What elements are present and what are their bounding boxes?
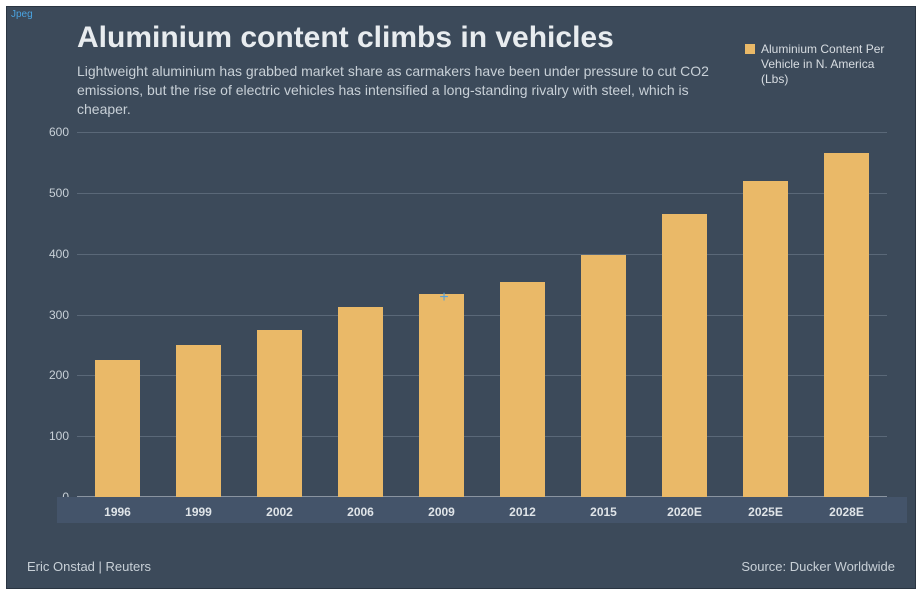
x-tick-label: 2020E bbox=[644, 497, 725, 525]
bar-slot bbox=[644, 132, 725, 497]
legend-swatch bbox=[745, 44, 755, 54]
bar bbox=[257, 330, 302, 497]
plot-area: 0100200300400500600 bbox=[77, 132, 887, 497]
bars-container bbox=[77, 132, 887, 497]
bar bbox=[419, 294, 464, 497]
chart-subtitle: Lightweight aluminium has grabbed market… bbox=[77, 62, 717, 119]
bar bbox=[338, 307, 383, 497]
outer-frame: Jpeg Aluminium content climbs in vehicle… bbox=[0, 0, 922, 595]
bar-slot bbox=[77, 132, 158, 497]
y-tick-label: 100 bbox=[49, 429, 69, 443]
chart-panel: Jpeg Aluminium content climbs in vehicle… bbox=[6, 6, 916, 589]
legend-label: Aluminium Content Per Vehicle in N. Amer… bbox=[761, 42, 895, 87]
bar-slot bbox=[482, 132, 563, 497]
format-tag: Jpeg bbox=[11, 9, 33, 20]
x-tick-label: 2025E bbox=[725, 497, 806, 525]
bar-slot bbox=[563, 132, 644, 497]
x-tick-label: 2009 bbox=[401, 497, 482, 525]
chart-title: Aluminium content climbs in vehicles bbox=[77, 21, 614, 55]
bar-slot bbox=[806, 132, 887, 497]
credit-author: Eric Onstad | Reuters bbox=[27, 559, 151, 574]
bar-slot bbox=[239, 132, 320, 497]
cursor-cross-icon: + bbox=[439, 290, 448, 306]
bar bbox=[662, 214, 707, 497]
bar bbox=[95, 360, 140, 497]
x-tick-label: 2015 bbox=[563, 497, 644, 525]
bar-slot bbox=[401, 132, 482, 497]
y-tick-label: 300 bbox=[49, 308, 69, 322]
bar-slot bbox=[725, 132, 806, 497]
bar bbox=[176, 345, 221, 497]
x-tick-label: 2028E bbox=[806, 497, 887, 525]
bar-slot bbox=[158, 132, 239, 497]
x-tick-label: 2006 bbox=[320, 497, 401, 525]
x-tick-label: 2002 bbox=[239, 497, 320, 525]
x-labels: 19961999200220062009201220152020E2025E20… bbox=[77, 497, 887, 525]
bar bbox=[581, 255, 626, 497]
credit-source: Source: Ducker Worldwide bbox=[741, 559, 895, 574]
bar bbox=[500, 282, 545, 497]
legend: Aluminium Content Per Vehicle in N. Amer… bbox=[745, 42, 895, 87]
x-tick-label: 2012 bbox=[482, 497, 563, 525]
y-tick-label: 600 bbox=[49, 125, 69, 139]
y-tick-label: 400 bbox=[49, 247, 69, 261]
bar-slot bbox=[320, 132, 401, 497]
x-tick-label: 1996 bbox=[77, 497, 158, 525]
bar bbox=[743, 181, 788, 497]
x-tick-label: 1999 bbox=[158, 497, 239, 525]
y-tick-label: 500 bbox=[49, 186, 69, 200]
bar bbox=[824, 153, 869, 497]
y-tick-label: 200 bbox=[49, 368, 69, 382]
